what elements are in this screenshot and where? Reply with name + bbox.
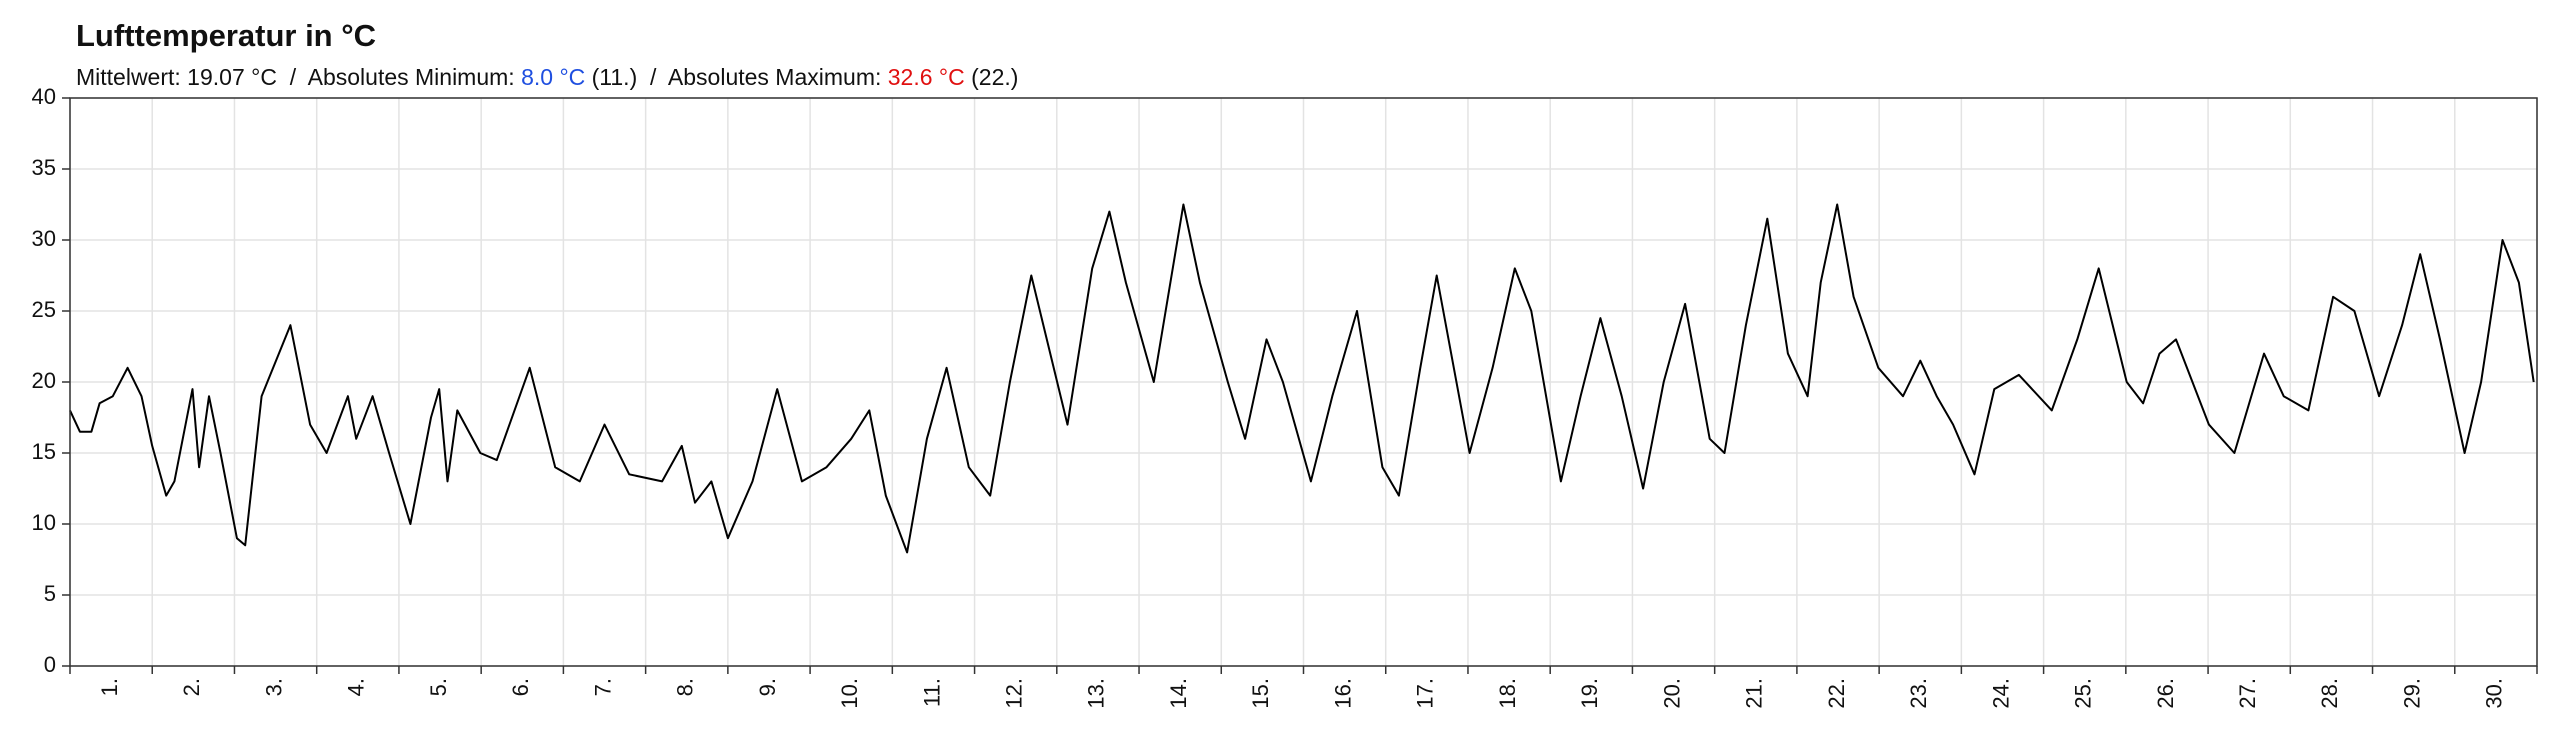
chart-subtitle: Mittelwert: 19.07 °C / Absolutes Minimum… [76,64,1018,90]
x-tick-label: 18. [1495,678,1520,709]
x-tick-label: 30. [2482,678,2507,709]
x-tick-label: 19. [1577,678,1602,709]
x-tick-label: 16. [1330,678,1355,709]
subtitle-part: (11.) / Absolutes Maximum: [585,64,888,90]
x-tick-label: 21. [1742,678,1767,709]
plot-area [69,203,2535,554]
axes: 0 5 10 15 20 25 30 35 40 1. 2. 3. 4. 5. 6. 7. 8. 9. 10. 11.… [32,84,2538,709]
x-tick-label: 17. [1413,678,1438,709]
x-tick-label: 27. [2235,678,2260,709]
x-tick-label: 9. [755,678,780,696]
x-tick-label: 24. [1988,678,2013,709]
x-tick-label: 2. [179,678,204,696]
x-tick-label: 29. [2399,678,2424,709]
y-tick-label: 15 [32,439,56,464]
x-tick-label: 14. [1166,678,1191,709]
x-tick-label: 8. [673,678,698,696]
x-tick-label: 20. [1659,678,1684,709]
x-tick-label: 28. [2317,678,2342,709]
y-tick-label: 25 [32,297,56,322]
x-tick-label: 22. [1824,678,1849,709]
temperature-line [69,203,2535,554]
x-tick-label: 15. [1248,678,1273,709]
x-tick-label: 1. [97,678,122,696]
y-tick-label: 10 [32,510,56,535]
x-tick-label: 5. [426,678,451,696]
x-tick-label: 23. [1906,678,1931,709]
y-tick-label: 40 [32,84,56,109]
y-tick-label: 20 [32,368,56,393]
y-tick-label: 35 [32,155,56,180]
subtitle-part: (22.) [965,64,1019,90]
x-tick-label: 26. [2153,678,2178,709]
subtitle-part: 32.6 °C [888,64,965,90]
x-tick-label: 4. [344,678,369,696]
subtitle-part: Mittelwert: 19.07 °C / Absolutes Minimum… [76,64,521,90]
y-tick-label: 0 [44,652,56,677]
x-tick-label: 12. [1001,678,1026,709]
plot-border [69,97,2538,667]
x-tick-label: 3. [261,678,286,696]
x-tick-label: 10. [837,678,862,709]
x-tick-label: 6. [508,678,533,696]
x-tick-label: 11. [919,678,944,707]
grid [69,97,2538,667]
x-tick-label: 7. [590,678,615,696]
x-tick-label: 25. [2071,678,2096,709]
x-tick-label: 13. [1084,678,1109,709]
y-tick-label: 30 [32,226,56,251]
chart-title: Lufttemperatur in °C [76,18,376,53]
y-tick-label: 5 [44,581,56,606]
subtitle-part: 8.0 °C [521,64,585,90]
